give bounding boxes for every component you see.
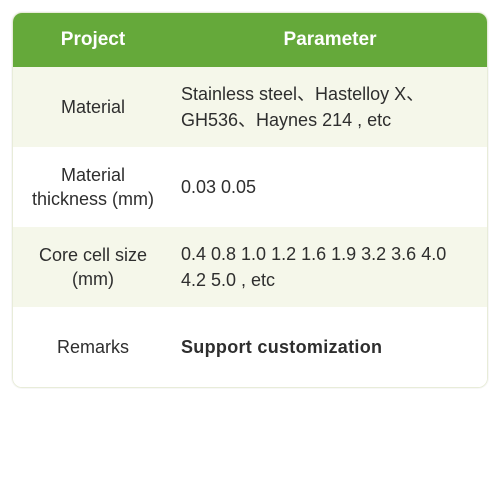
row-value-material: Stainless steel、Hastelloy X、GH536、Haynes… (173, 67, 487, 147)
row-label-cellsize: Core cell size (mm) (13, 229, 173, 306)
table-row: Remarks Support customization (13, 307, 487, 387)
row-label-thickness: Material thickness (mm) (13, 149, 173, 226)
header-parameter: Parameter (173, 13, 487, 67)
row-label-material: Material (13, 81, 173, 133)
table-row: Core cell size (mm) 0.4 0.8 1.0 1.2 1.6 … (13, 227, 487, 307)
row-value-cellsize: 0.4 0.8 1.0 1.2 1.6 1.9 3.2 3.6 4.0 4.2 … (173, 227, 487, 307)
table-row: Material Stainless steel、Hastelloy X、GH5… (13, 67, 487, 147)
table-row: Material thickness (mm) 0.03 0.05 (13, 147, 487, 227)
row-value-remarks: Support customization (173, 320, 487, 374)
row-label-remarks: Remarks (13, 321, 173, 373)
header-project: Project (13, 13, 173, 67)
spec-table: Project Parameter Material Stainless ste… (12, 12, 488, 388)
table-header-row: Project Parameter (13, 13, 487, 67)
row-value-thickness: 0.03 0.05 (173, 160, 487, 214)
